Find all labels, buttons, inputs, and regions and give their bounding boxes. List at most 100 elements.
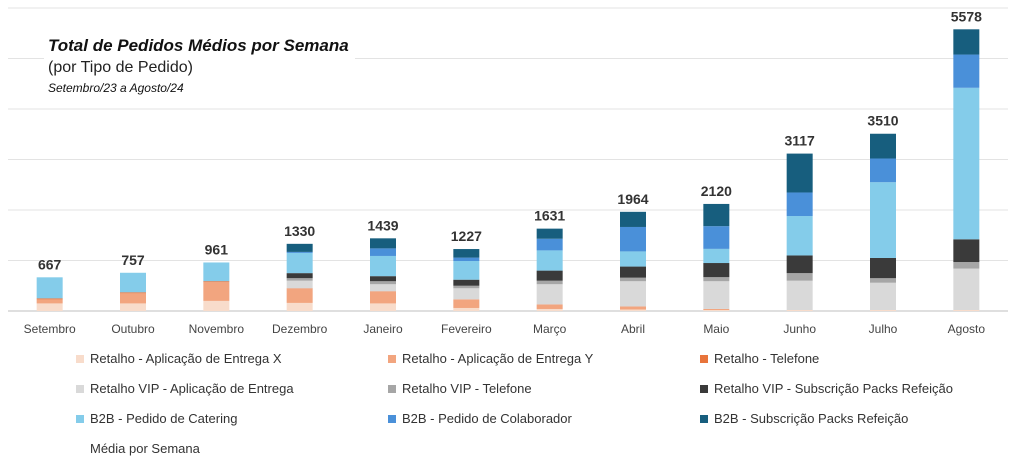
bar-segment [370,281,396,285]
bar-segment [203,281,230,283]
bar-segment [953,309,980,311]
legend-swatch [388,354,396,363]
bar-segment [870,133,896,159]
bar-segment [536,284,563,305]
total-label: 1330 [284,223,315,239]
bar-segment [370,291,396,292]
bar-segment [370,284,396,292]
x-tick-label: Setembro [24,322,76,336]
legend-item: B2B - Pedido de Colaborador [388,411,572,426]
legend-item: Retalho - Aplicação de Entrega Y [388,351,593,366]
bar-segment [870,282,896,310]
bar-segment [370,255,396,277]
legend-item: Retalho - Telefone [700,351,819,366]
bar-segment [286,251,313,253]
bar-segment [286,302,313,311]
bar-segment [620,306,646,310]
bar-segment [786,280,813,310]
bar-segment [786,216,813,256]
bar-segment [870,278,896,283]
bar-segment [703,309,730,311]
legend-swatch [700,354,708,363]
bar-segment [203,262,230,282]
legend-swatch [76,414,84,423]
bar-segment [953,87,980,240]
total-label: 1631 [534,208,565,224]
legend-swatch [700,384,708,393]
bar-segment [286,288,313,289]
total-label: 961 [205,241,229,257]
bar-segment [286,243,313,252]
chart-title: Total de Pedidos Médios por Semana [48,36,349,55]
total-label: 5578 [951,8,982,24]
bar-segment [370,276,396,282]
bar-segment [453,307,480,311]
x-tick-label: Abril [621,322,645,336]
bar-segment [370,303,396,311]
legend-swatch [76,354,84,363]
total-label: 3117 [784,133,815,149]
bar-segment [536,228,563,239]
bar-segment [620,281,646,307]
x-tick-labels: Setembro Outubro Novembro Dezembro Janeiro Fe… [24,322,986,336]
bar-segment [870,257,896,279]
bar-segment [536,250,563,271]
bar-segment [120,303,146,311]
legend-item: Retalho VIP - Subscrição Packs Refeição [700,381,953,396]
bar-segment [703,263,730,278]
bar-segment [203,282,230,301]
legend-label: Retalho VIP - Telefone [402,381,532,396]
bar-segment [870,182,896,258]
bar-segment [536,304,563,309]
bar-segment [953,239,980,263]
bar-segment [453,249,480,258]
bar-segment [953,29,980,55]
x-tick-label: Novembro [189,322,245,336]
legend-label: Retalho - Telefone [714,351,820,366]
bar-segment [620,266,646,278]
bar-segment [620,309,646,311]
bar-segment [453,261,480,280]
bar-segment [953,262,980,269]
x-tick-label: Julho [869,322,898,336]
bar-segment [536,270,563,281]
legend: Retalho - Aplicação de Entrega X Retalho … [0,345,1024,465]
bar-segment [703,281,730,309]
chart-subtitle: (por Tipo de Pedido) [48,59,193,76]
total-label: 1439 [367,217,398,233]
bar-segment [703,248,730,264]
bar-segment [620,277,646,282]
legend-item: Retalho VIP - Aplicação de Entrega [76,381,294,396]
bar-segment [120,272,146,293]
legend-item: Média por Semana [76,441,200,456]
legend-item: Retalho VIP - Telefone [388,381,532,396]
bar-segment [370,291,396,304]
legend-swatch [76,445,84,453]
bar-segment [953,268,980,310]
bar-segment [286,288,313,303]
legend-item: B2B - Pedido de Catering [76,411,237,426]
chart-period: Setembro/23 a Agosto/24 [48,81,184,95]
legend-label: Média por Semana [90,441,200,456]
legend-label: Retalho - Aplicação de Entrega Y [402,351,594,366]
legend-swatch [388,384,396,393]
legend-label: B2B - Pedido de Colaborador [402,411,572,426]
bar-segment [703,203,730,227]
legend-label: B2B - Subscrição Packs Refeição [714,411,909,426]
total-labels: 667 757 961 1330 1439 1227 1631 1964 2120 3117 351… [38,8,982,272]
bar-segment [703,277,730,282]
legend-label: Retalho VIP - Subscrição Packs Refeição [714,381,953,396]
total-label: 1227 [451,228,482,244]
bar-segment [286,278,313,281]
bar-segment [786,192,813,217]
bar-segment [536,280,563,285]
bar-segment [453,279,480,286]
legend-item: Retalho - Aplicação de Entrega X [76,351,282,366]
total-label: 3510 [867,113,898,129]
bar-segment [536,238,563,251]
bar-segment [786,255,813,274]
bar-segment [286,280,313,289]
bar-segment [36,298,63,300]
bar-segment [286,252,313,274]
bar-segment [36,303,63,311]
